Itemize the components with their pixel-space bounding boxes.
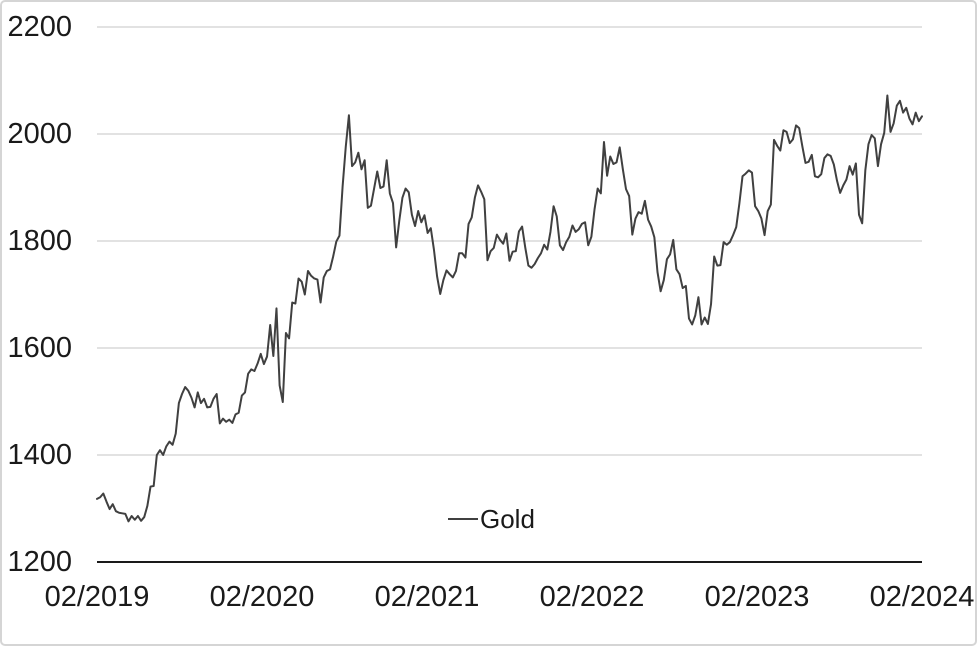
y-axis-label: 1200 [7, 546, 72, 578]
x-axis-label: 02/2020 [209, 581, 315, 613]
y-axis-label: 1600 [7, 332, 72, 364]
y-axis-label: 1400 [7, 439, 72, 471]
x-axis-label: 02/2024 [869, 581, 975, 613]
x-axis-label: 02/2019 [44, 581, 150, 613]
legend-line-swatch-icon [448, 518, 478, 520]
y-axis-label: 1800 [7, 225, 72, 257]
gold-series-line [96, 94, 923, 523]
x-axis-label: 02/2022 [539, 581, 645, 613]
x-axis-label: 02/2023 [704, 581, 810, 613]
y-axis-label: 2200 [7, 11, 72, 43]
legend: Gold [448, 504, 535, 534]
x-axis-label: 02/2021 [374, 581, 480, 613]
y-axis-label: 2000 [7, 118, 72, 150]
legend-label: Gold [480, 504, 535, 534]
